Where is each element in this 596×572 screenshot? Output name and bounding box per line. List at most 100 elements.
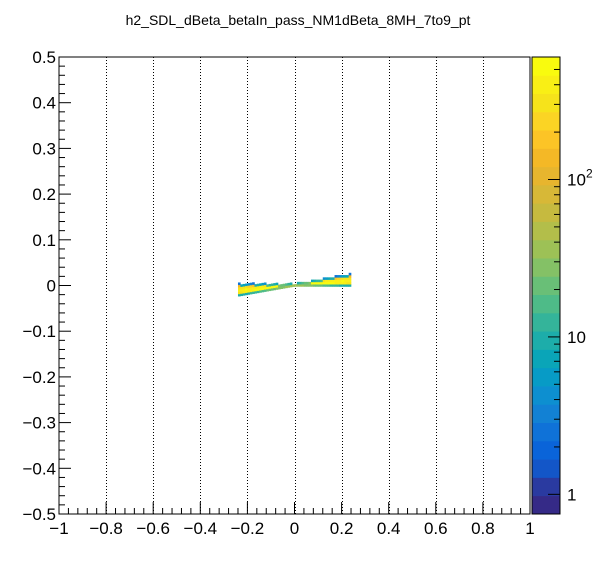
heatmap-cell xyxy=(254,290,258,294)
heatmap-cell xyxy=(268,288,272,292)
color-scale-swatch xyxy=(532,440,560,460)
heatmap-cell xyxy=(306,284,309,287)
heatmap-cell xyxy=(303,284,307,287)
heatmap-cell xyxy=(322,279,326,283)
heatmap-cell xyxy=(242,288,246,292)
y-tick-label: 0.4 xyxy=(32,94,56,113)
heatmap-cell xyxy=(332,281,335,285)
heatmap-cell xyxy=(327,279,331,283)
color-scale-swatch xyxy=(532,459,560,478)
color-scale-swatch xyxy=(532,148,560,168)
chart-title: h2_SDL_dBeta_betaIn_pass_NM1dBeta_8MH_7t… xyxy=(126,12,471,28)
heatmap-cell xyxy=(329,279,333,283)
heatmap-cell xyxy=(242,283,246,287)
heatmap-cell xyxy=(336,279,340,283)
heatmap-cell xyxy=(315,279,319,283)
heatmap-cell xyxy=(240,286,243,290)
heatmap-cell xyxy=(273,287,276,291)
heatmap-cell xyxy=(334,281,338,285)
heatmap-cell xyxy=(348,272,352,276)
heatmap-cell xyxy=(249,284,253,288)
heatmap-cell xyxy=(325,284,328,287)
heatmap-cell xyxy=(346,279,349,283)
heatmap-cell xyxy=(348,277,352,280)
heatmap-cell xyxy=(348,284,352,287)
heatmap-cell xyxy=(247,285,251,288)
heatmap-cell xyxy=(254,286,258,289)
heatmap-cell xyxy=(259,287,262,291)
x-tick-label: −0.4 xyxy=(184,519,218,538)
heatmap-cell xyxy=(259,283,262,286)
color-scale-swatch xyxy=(532,404,560,423)
heatmap-cell xyxy=(308,284,312,287)
heatmap-cell xyxy=(322,281,326,285)
heatmap-cell xyxy=(245,283,248,287)
heatmap-cell xyxy=(346,281,349,285)
heatmap-cell xyxy=(289,284,293,288)
y-tick-label: 0.2 xyxy=(32,185,56,204)
heatmap-cell xyxy=(280,286,284,289)
heatmap-cell xyxy=(237,284,241,288)
heatmap-cell xyxy=(332,284,335,287)
heatmap-cell xyxy=(266,288,269,292)
heatmap-cell xyxy=(263,289,267,292)
heatmap-cell xyxy=(240,291,243,294)
heatmap-cell xyxy=(336,284,340,287)
heatmap-cell xyxy=(237,291,241,295)
x-tick-label: 0.2 xyxy=(330,519,354,538)
y-tick-label: 0 xyxy=(47,277,56,296)
heatmap-cell xyxy=(329,284,333,287)
heatmap-cell xyxy=(334,279,338,283)
heatmap-cell xyxy=(275,287,279,290)
heatmap-cell xyxy=(278,284,281,288)
heatmap-cell xyxy=(263,282,267,286)
x-tick-label: −0.6 xyxy=(136,519,170,538)
heatmap-cell xyxy=(261,282,265,286)
heatmap-cell xyxy=(336,275,340,278)
heatmap-cell xyxy=(325,277,328,280)
color-scale-swatch xyxy=(532,166,560,186)
x-tick-label: 0.4 xyxy=(377,519,401,538)
color-scale-swatch xyxy=(532,221,560,241)
heatmap-cell xyxy=(254,288,258,292)
heatmap-cell xyxy=(261,287,265,291)
heatmap-cell xyxy=(256,283,260,287)
color-scale-swatch xyxy=(532,239,560,259)
heatmap-cell xyxy=(327,284,331,287)
x-tick-label: 0 xyxy=(290,519,299,538)
heatmap-cell xyxy=(318,281,321,285)
color-scale-swatch xyxy=(532,258,560,277)
heatmap-cell xyxy=(252,291,255,294)
heatmap-cell xyxy=(270,288,274,291)
heatmap-cell xyxy=(299,284,302,287)
heatmap-cell xyxy=(346,284,349,287)
heatmap-cell xyxy=(296,284,300,287)
heatmap-cell xyxy=(310,284,314,287)
color-scale-swatch xyxy=(532,130,560,149)
heatmap-cell xyxy=(268,286,272,289)
heatmap-cell xyxy=(237,293,241,297)
heatmap-cell xyxy=(318,284,321,287)
heatmap-cell xyxy=(247,287,251,291)
heatmap-cell xyxy=(245,290,248,293)
y-tick-label: −0.2 xyxy=(22,368,56,387)
heatmap-cell xyxy=(263,284,267,288)
heatmap-cell xyxy=(237,287,241,290)
y-tick-label: 0.5 xyxy=(32,48,56,67)
color-scale-tick-label: 10 xyxy=(567,170,586,189)
y-tick-label: −0.3 xyxy=(22,414,56,433)
heatmap-cell xyxy=(285,285,288,289)
heatmap-cell xyxy=(252,289,255,292)
heatmap-cell xyxy=(303,281,307,285)
heatmap-cell xyxy=(275,282,279,286)
heatmap-cell xyxy=(341,277,345,280)
heatmap-cell xyxy=(247,292,251,295)
heatmap-cell xyxy=(249,291,253,295)
heatmap-cell xyxy=(329,277,333,280)
color-scale-swatch xyxy=(532,111,560,131)
heatmap-cell xyxy=(341,284,345,287)
heatmap-cell xyxy=(334,277,338,280)
x-tick-label: 1 xyxy=(525,519,534,538)
